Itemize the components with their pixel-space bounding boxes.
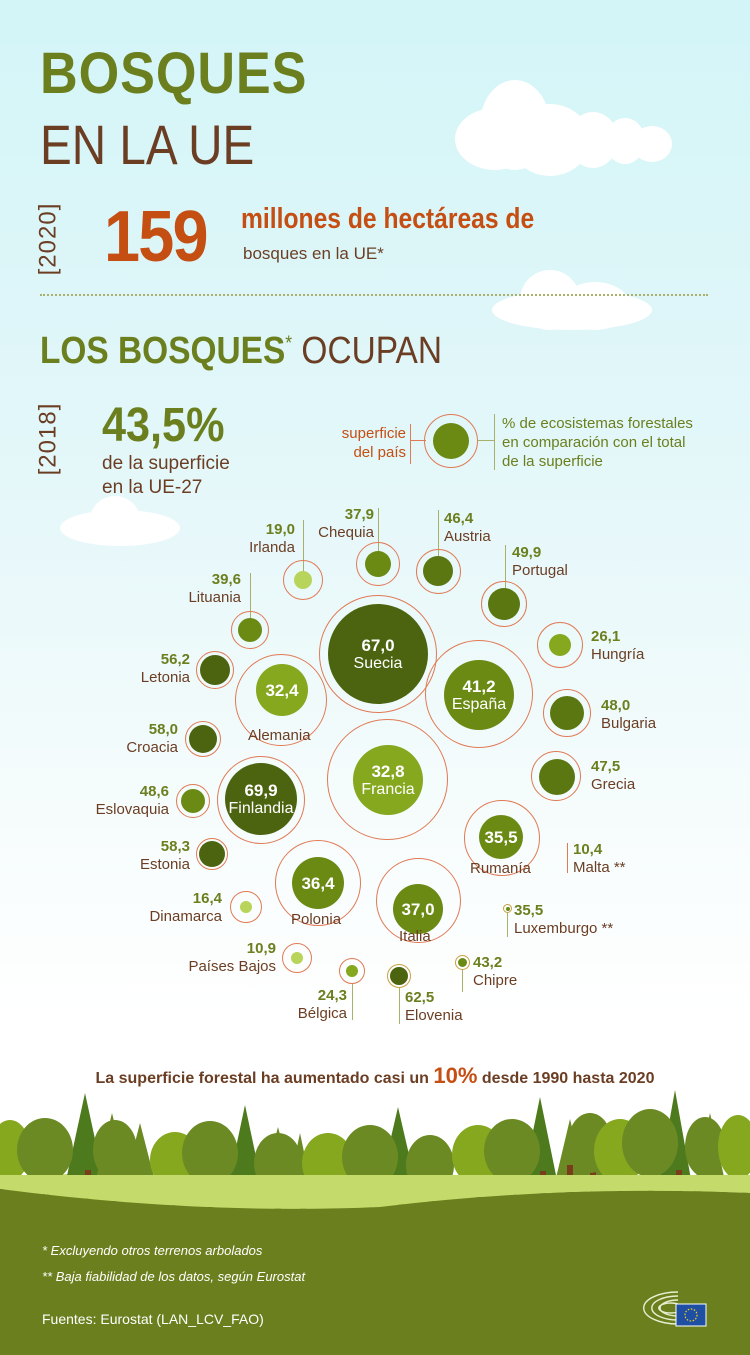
bubble-hungria — [549, 634, 571, 656]
eu-forest-percent: 43,5% — [102, 399, 225, 452]
footer-area — [0, 1214, 750, 1355]
bubble-chequia — [365, 551, 391, 577]
footnote-1: * Excluyendo otros terrenos arbolados — [42, 1243, 263, 1258]
bubble-rumania: 35,5 — [479, 815, 523, 859]
bubble-luxemburgo — [506, 907, 510, 911]
bubble-lituania — [238, 618, 262, 642]
bubble-eslovenia — [390, 967, 408, 985]
bubble-dinamarca — [240, 901, 252, 913]
section-title-rest: OCUPAN — [301, 330, 443, 372]
bubble-croacia — [189, 725, 217, 753]
year-2020-label: [2020] — [34, 202, 62, 276]
bubble-irlanda — [294, 571, 312, 589]
bubble-suecia: 67,0 Suecia — [328, 604, 428, 704]
bubble-malta — [567, 843, 568, 873]
year-2018-label: [2018] — [34, 402, 62, 476]
bubble-chipre — [458, 958, 467, 967]
title-line2: EN LA UE — [40, 113, 255, 176]
bubble-finlandia: 69,9 Finlandia — [225, 763, 297, 835]
bubble-alemania: 32,4 — [256, 664, 308, 716]
forest-area-desc: bosques en la UE* — [243, 244, 384, 263]
section-title-star: * — [285, 332, 293, 355]
forest-area-value: 159 — [104, 197, 209, 277]
footnote-2: ** Baja fiabilidad de los datos, según E… — [42, 1269, 306, 1284]
bubble-paisesbajos — [291, 952, 303, 964]
title-line1: BOSQUES — [40, 41, 308, 106]
eu-forest-percent-desc: de la superficie en la UE-27 — [102, 453, 230, 498]
bubble-estonia — [199, 841, 225, 867]
section-title-main: LOS BOSQUES — [40, 330, 286, 372]
bubble-francia: 32,8 Francia — [353, 745, 423, 815]
section-title: LOS BOSQUES* OCUPAN — [40, 330, 442, 373]
forest-area-unit: millones de hectáreas de — [241, 203, 535, 235]
dotted-divider — [40, 294, 708, 296]
bubble-portugal — [488, 588, 520, 620]
bubble-bulgaria — [550, 696, 584, 730]
sources: Fuentes: Eurostat (LAN_LCV_FAO) — [42, 1311, 264, 1327]
legend-dot — [433, 423, 469, 459]
bubble-italia: 37,0 — [393, 884, 443, 934]
bubble-polonia: 36,4 — [292, 857, 344, 909]
legend-outer-label: superficie del país — [341, 425, 406, 461]
european-parliament-logo — [643, 1291, 707, 1327]
bubble-letonia — [200, 655, 230, 685]
bubble-espana: 41,2 España — [444, 660, 514, 730]
bubble-grecia — [539, 759, 575, 795]
bubble-eslovaquia — [181, 789, 205, 813]
bubble-austria — [423, 556, 453, 586]
bubble-belgica — [346, 965, 358, 977]
growth-headline: La superficie forestal ha aumentado casi… — [95, 1063, 655, 1088]
legend-inner-label: % de ecosistemas forestales en comparaci… — [502, 415, 693, 470]
